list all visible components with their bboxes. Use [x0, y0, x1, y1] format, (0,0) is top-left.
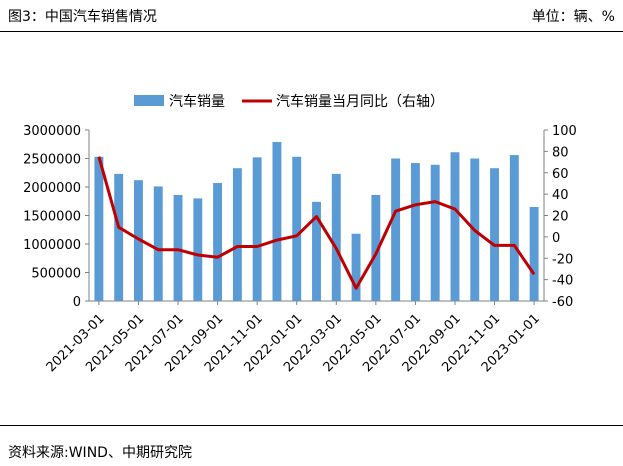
- bar: [450, 152, 460, 301]
- bar: [252, 157, 262, 301]
- bar: [292, 156, 302, 301]
- bar: [371, 194, 381, 301]
- legend-bar-swatch: [134, 95, 164, 106]
- bar: [391, 158, 401, 301]
- bar: [153, 186, 163, 301]
- y-right-tick-label: 0: [552, 231, 560, 246]
- y-left-tick-label: 500000: [31, 267, 81, 282]
- y-left-tick-label: 0: [73, 295, 81, 310]
- source-note: 资料来源:WIND、中期研究院: [8, 445, 192, 461]
- bar: [351, 233, 361, 301]
- bar: [272, 141, 282, 301]
- bar: [490, 168, 499, 301]
- legend-label-sales: 汽车销量: [169, 93, 225, 110]
- y-right-tick-label: -40: [552, 274, 573, 289]
- legend-label-yoy: 汽车销量当月同比（右轴）: [276, 93, 444, 110]
- top-rule: [0, 31, 623, 32]
- bar: [94, 156, 104, 301]
- y-right-tick-label: 80: [552, 145, 569, 160]
- bar: [529, 206, 539, 301]
- bar: [331, 173, 341, 301]
- y-right-tick-label: 100: [552, 124, 577, 139]
- bottom-rule: [0, 425, 623, 426]
- y-left-tick-label: 1500000: [23, 210, 81, 225]
- bar: [173, 194, 183, 301]
- bar: [509, 155, 519, 301]
- y-left-tick-label: 2000000: [23, 181, 81, 196]
- y-right-tick-label: -20: [552, 252, 573, 267]
- bar: [114, 173, 124, 301]
- y-right-tick-label: -60: [552, 295, 573, 310]
- y-right-tick-label: 60: [552, 167, 569, 182]
- y-right-tick-label: 40: [552, 188, 569, 203]
- bar: [193, 198, 203, 301]
- y-left-tick-label: 1000000: [23, 238, 81, 253]
- bar: [430, 164, 440, 301]
- figure-title: 图3：中国汽车销售情况: [8, 9, 157, 25]
- y-left-tick-label: 3000000: [23, 124, 81, 139]
- bar: [410, 163, 420, 301]
- unit-label: 单位：辆、%: [531, 9, 615, 25]
- bar: [312, 201, 321, 301]
- y-right-tick-label: 20: [552, 210, 569, 225]
- bar: [232, 168, 242, 301]
- y-left-tick-label: 2500000: [23, 153, 81, 168]
- bar: [213, 183, 223, 301]
- figure-header: 图3：中国汽车销售情况 单位：辆、%: [0, 0, 623, 32]
